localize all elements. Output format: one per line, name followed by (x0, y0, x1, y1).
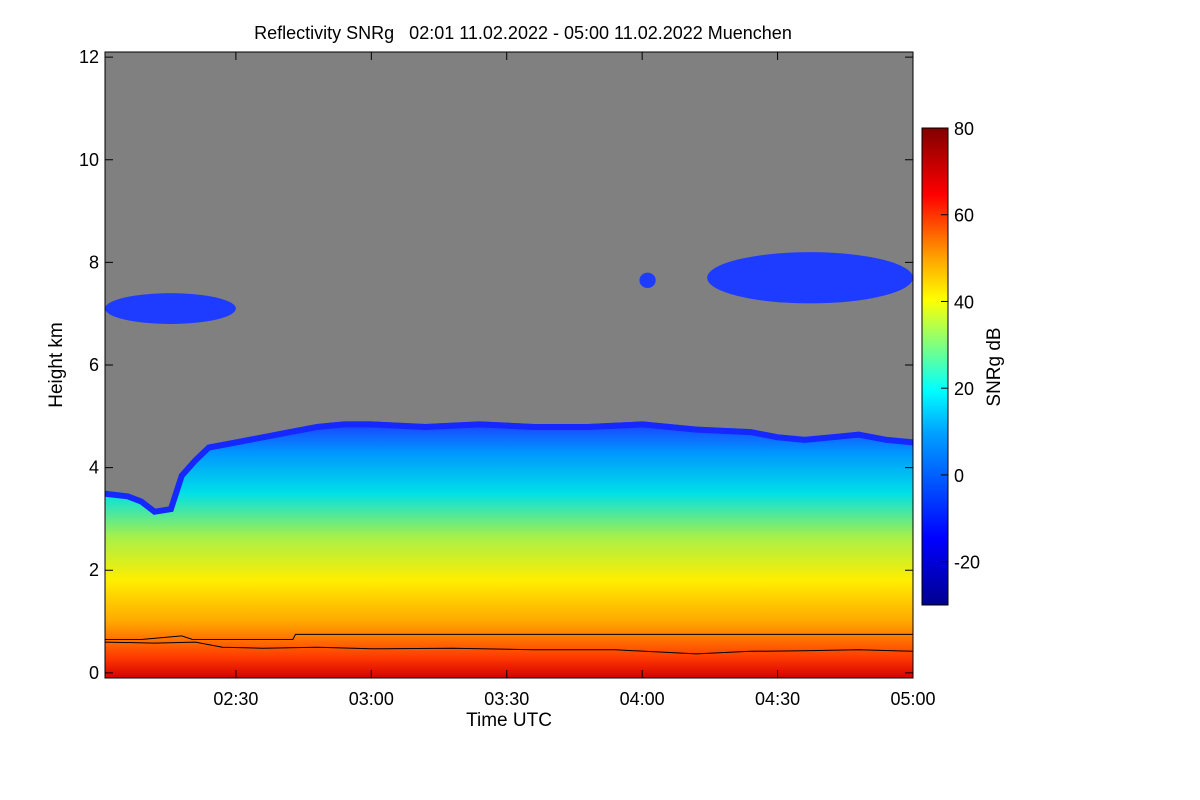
echo-region (105, 421, 913, 678)
cloud-top-edge (105, 421, 913, 515)
y-tick-label: 4 (89, 458, 99, 478)
colorbar-tick-label: 0 (954, 466, 964, 486)
chart-title: Reflectivity SNRg 02:01 11.02.2022 - 05:… (254, 23, 792, 43)
x-axis: 02:30 03:00 03:30 04:00 04:30 05:00 (213, 52, 936, 709)
y-tick-label: 12 (79, 47, 99, 67)
x-tick-label: 04:30 (755, 689, 800, 709)
x-tick-label: 03:30 (484, 689, 529, 709)
colorbar (921, 127, 949, 606)
x-tick-label: 02:30 (213, 689, 258, 709)
colorbar-tick-label: -20 (954, 553, 980, 573)
plot-area (105, 252, 913, 678)
y-tick-label: 10 (79, 150, 99, 170)
colorbar-tick-label: 40 (954, 292, 974, 312)
y-tick-label: 8 (89, 252, 99, 272)
colorbar-tick-label: 60 (954, 206, 974, 226)
colorbar-title: SNRg dB (984, 327, 1005, 406)
y-tick-label: 0 (89, 663, 99, 683)
colorbar-tick-label: 80 (954, 119, 974, 139)
x-axis-title: Time UTC (466, 710, 552, 731)
upper-cloud-1 (639, 272, 656, 289)
boundary-layer-line-1 (105, 641, 913, 655)
y-tick-label: 6 (89, 355, 99, 375)
y-axis: 0 2 4 6 8 10 12 (79, 47, 913, 683)
x-tick-label: 03:00 (349, 689, 394, 709)
y-tick-label: 2 (89, 560, 99, 580)
x-tick-label: 05:00 (890, 689, 935, 709)
x-tick-label: 04:00 (620, 689, 665, 709)
boundary-layer-line-0 (105, 633, 913, 640)
colorbar-tick-label: 20 (954, 379, 974, 399)
upper-cloud-2 (707, 252, 913, 304)
upper-cloud-0 (105, 293, 236, 324)
y-axis-title: Height km (46, 322, 67, 408)
colorbar-ticks: -20 0 20 40 60 80 (941, 119, 980, 573)
